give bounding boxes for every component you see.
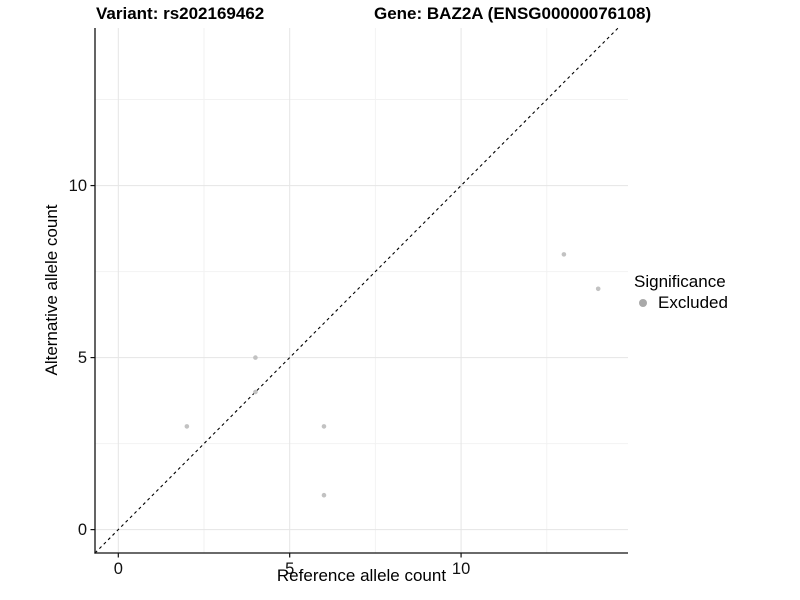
legend-entry-label: Excluded xyxy=(658,293,728,312)
data-point xyxy=(321,424,327,429)
x-tick-label: 10 xyxy=(452,560,470,578)
legend: Significance Excluded xyxy=(634,271,728,313)
data-point xyxy=(184,424,190,429)
data-point xyxy=(561,252,567,257)
data-point xyxy=(321,492,327,498)
plot-title-gene: Gene: BAZ2A (ENSG00000076108) xyxy=(374,4,652,23)
legend-key xyxy=(634,298,658,307)
data-point xyxy=(595,286,601,292)
x-axis-title: Reference allele count xyxy=(276,566,447,585)
y-tick-label: 10 xyxy=(69,177,87,195)
identity-line xyxy=(94,27,619,554)
data-point xyxy=(253,389,258,395)
y-tick-label: 5 xyxy=(78,349,87,367)
legend-title: Significance xyxy=(634,272,726,291)
y-axis-title: Alternative allele count xyxy=(42,204,61,376)
x-tick-label: 0 xyxy=(114,560,123,578)
x-tick-label: 5 xyxy=(285,560,294,578)
plot-title-variant: Variant: rs202169462 xyxy=(96,4,265,23)
legend-point-icon xyxy=(639,298,647,307)
data-point xyxy=(253,355,258,360)
y-tick-label: 0 xyxy=(78,521,87,539)
legend-entry-excluded: Excluded xyxy=(634,292,728,313)
